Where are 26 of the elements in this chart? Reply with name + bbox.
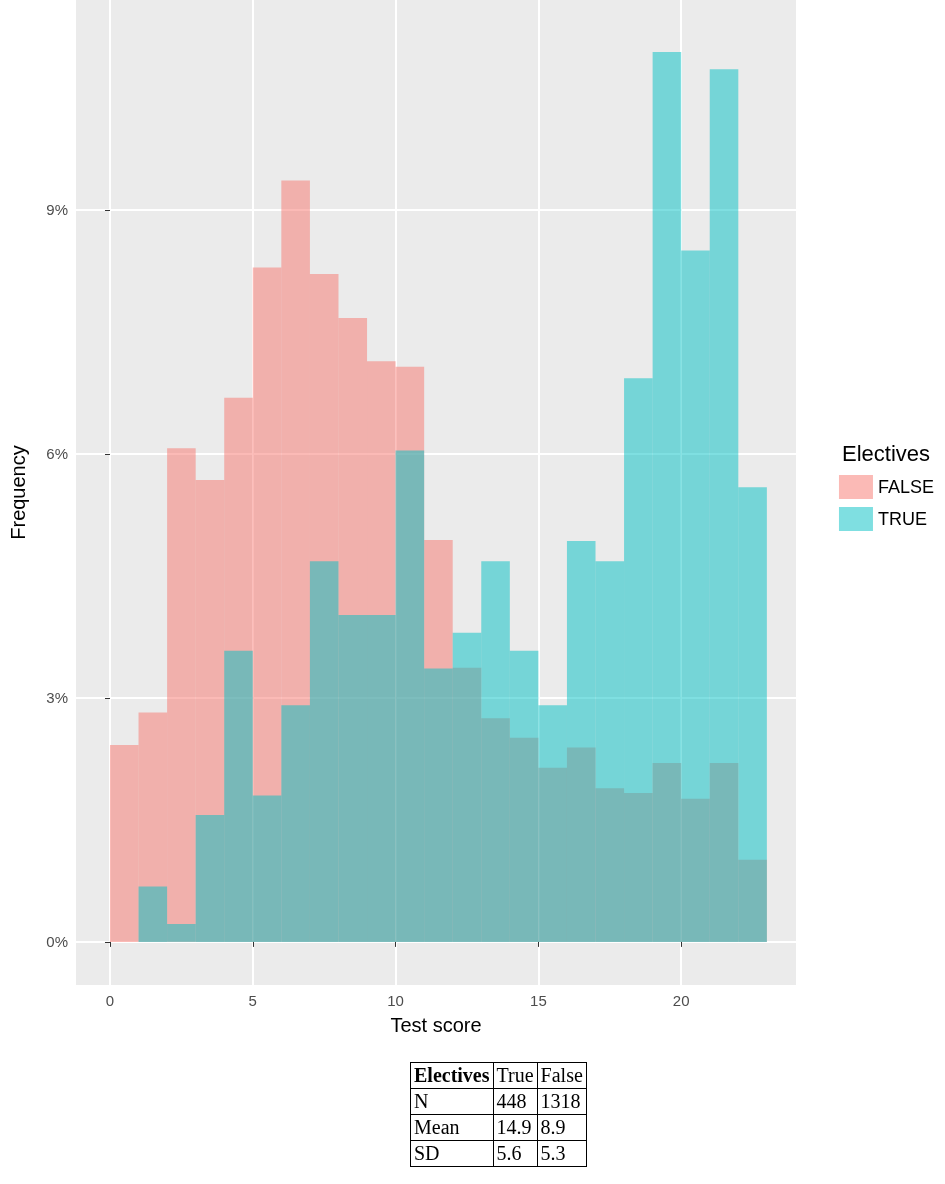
- x-tick-label: 10: [387, 992, 404, 1009]
- text: Electives: [410, 1062, 494, 1089]
- text: 1318: [537, 1088, 587, 1115]
- x-axis-title: Test score: [390, 1014, 482, 1036]
- text: 5.3: [537, 1140, 587, 1167]
- x-tick-label: 5: [248, 992, 257, 1009]
- legend-title: Electives: [841, 440, 931, 466]
- y-tick-label: 6%: [46, 445, 68, 463]
- y-tick-label: 0%: [46, 933, 68, 951]
- text: SD: [410, 1140, 494, 1167]
- text: False: [537, 1062, 587, 1089]
- text: True: [493, 1062, 538, 1089]
- text: N: [410, 1088, 494, 1115]
- text: 448: [493, 1088, 538, 1115]
- x-tick-label: 20: [672, 992, 690, 1009]
- legend-label: TRUE: [877, 509, 927, 529]
- text: 8.9: [537, 1114, 587, 1141]
- y-axis-title: Frequency: [7, 445, 29, 540]
- text: Mean: [410, 1114, 494, 1141]
- x-tick-label: 15: [530, 992, 547, 1009]
- x-tick-label: 0: [105, 992, 115, 1009]
- y-tick-label: 9%: [46, 201, 68, 219]
- text: 5.6: [493, 1140, 538, 1167]
- text: 14.9: [493, 1114, 538, 1141]
- y-tick-label: 3%: [46, 689, 68, 707]
- legend-label: FALSE: [877, 477, 934, 497]
